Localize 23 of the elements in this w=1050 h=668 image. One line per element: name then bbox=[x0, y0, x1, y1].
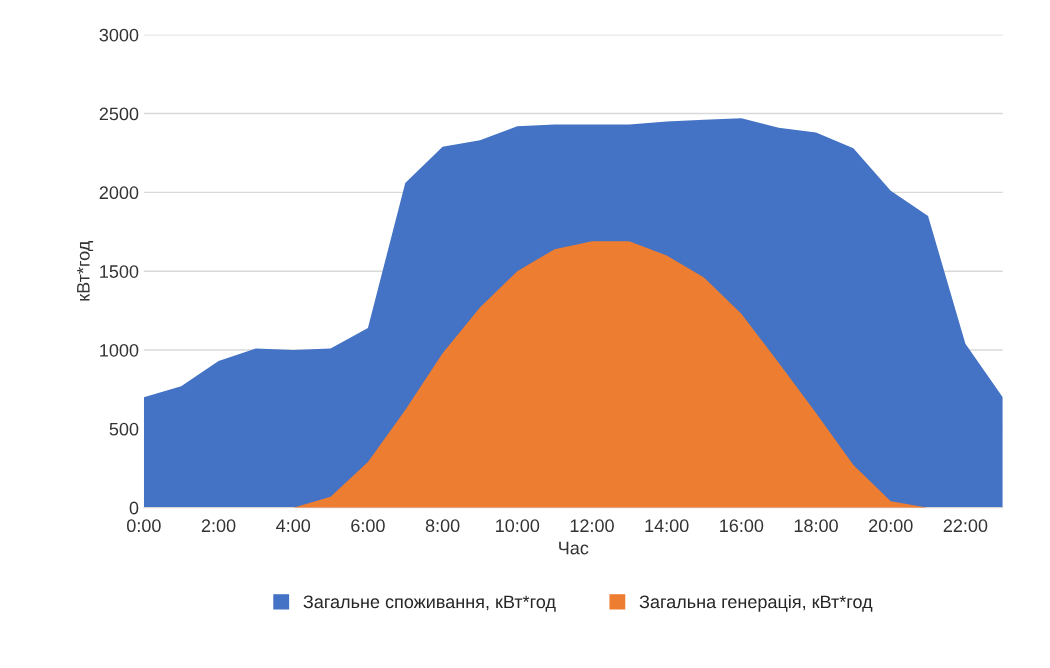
x-axis-title: Час bbox=[559, 541, 589, 555]
x-tick-label: 18:00 bbox=[794, 519, 838, 533]
x-tick-label: 0:00 bbox=[126, 519, 161, 533]
y-tick-label: 3000 bbox=[99, 28, 139, 42]
x-tick-label: 20:00 bbox=[869, 519, 913, 533]
y-tick-label: 2500 bbox=[99, 107, 139, 121]
legend-label: Загальна генерація, кВт*год bbox=[639, 594, 873, 612]
x-tick-label: 14:00 bbox=[645, 519, 689, 533]
x-tick-label: 8:00 bbox=[425, 519, 460, 533]
y-tick-label: 0 bbox=[129, 501, 139, 515]
y-axis-title: кВт*год bbox=[77, 241, 94, 301]
legend-label: Загальне споживання, кВт*год bbox=[303, 595, 556, 612]
x-tick-label: 4:00 bbox=[276, 519, 311, 533]
y-tick-label: 1000 bbox=[100, 343, 139, 357]
y-tick-label: 2000 bbox=[99, 186, 139, 200]
x-tick-label: 10:00 bbox=[496, 519, 540, 533]
y-tick-label: 500 bbox=[109, 422, 139, 436]
x-tick-label: 22:00 bbox=[943, 519, 988, 533]
x-tick-label: 2:00 bbox=[201, 519, 236, 533]
x-tick-label: 12:00 bbox=[570, 519, 614, 533]
x-tick-label: 6:00 bbox=[351, 519, 385, 533]
x-tick-label: 16:00 bbox=[720, 519, 764, 533]
y-tick-label: 1500 bbox=[100, 265, 139, 278]
